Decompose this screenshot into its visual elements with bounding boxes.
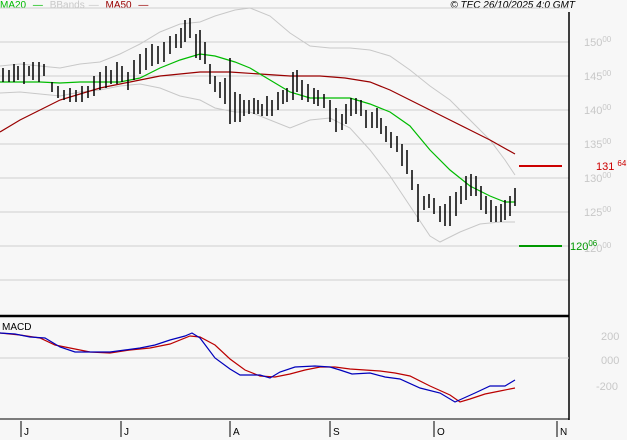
legend-ma20: MA20 — [0,0,43,11]
x-label-jun: J [24,427,29,438]
ma20-line [0,53,515,203]
legend-bbands: BBands — [49,0,99,11]
price-label-125: 12500 [584,205,612,219]
macd-label-200: 200 [601,331,620,343]
price-label-140: 14000 [584,103,612,117]
x-label-sep: S [333,427,340,438]
legend-ma50: MA50 — [105,0,149,11]
price-label-120: 12000 [584,241,612,255]
price-label-130: 13000 [584,171,612,185]
x-label-jul: J [124,427,129,438]
ohlc-bars [2,18,516,226]
x-label-aug: A [233,427,240,438]
macd-signal-line [0,332,516,403]
x-label-oct: O [437,427,445,438]
resistance-level-label: 131 64 [596,159,627,173]
price-gridlines [0,7,569,281]
bband-upper-line [0,7,516,176]
chart-legend: MA20 — BBands — MA50 — [0,0,152,12]
copyright-timestamp: © TEC 26/10/2025 4:0 GMT [450,0,575,11]
macd-title: MACD [2,322,32,333]
price-label-150: 15000 [584,35,612,49]
price-label-145: 14500 [584,69,612,83]
macd-label-neg200: -200 [596,381,619,393]
macd-line [0,332,516,403]
support-level-label: 12006 [570,239,598,253]
macd-label-0: 000 [601,355,620,367]
price-label-135: 13500 [584,137,612,151]
x-label-nov: N [560,427,568,438]
